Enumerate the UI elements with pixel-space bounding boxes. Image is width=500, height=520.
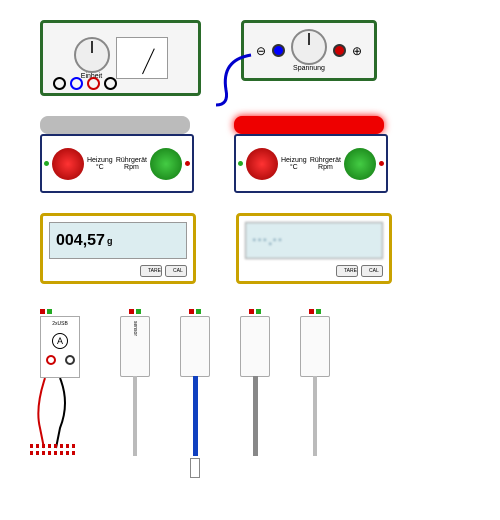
heat-knob[interactable] bbox=[52, 148, 84, 180]
heat-knob[interactable] bbox=[246, 148, 278, 180]
led-icon bbox=[309, 309, 314, 314]
tare-button[interactable]: TARE bbox=[336, 265, 358, 277]
dial-icon[interactable] bbox=[291, 29, 327, 65]
led-icon bbox=[238, 161, 243, 166]
led-icon bbox=[379, 161, 384, 166]
led-icon bbox=[40, 309, 45, 314]
led-icon bbox=[256, 309, 261, 314]
tare-button[interactable]: TARE bbox=[140, 265, 162, 277]
cal-button[interactable]: CAL bbox=[361, 265, 383, 277]
rpm-label: RührgerätRpm bbox=[116, 157, 147, 171]
led-icon bbox=[136, 309, 141, 314]
led-icon bbox=[185, 161, 190, 166]
psu2-label: Spannung bbox=[291, 65, 327, 72]
cal-button[interactable]: CAL bbox=[165, 265, 187, 277]
meter-icon bbox=[116, 37, 168, 79]
stir-knob[interactable] bbox=[344, 148, 376, 180]
led-icon bbox=[196, 309, 201, 314]
led-icon bbox=[44, 161, 49, 166]
led-icon bbox=[129, 309, 134, 314]
power-supply-1: Einheit bbox=[40, 20, 201, 96]
led-icon bbox=[316, 309, 321, 314]
jack-icon[interactable] bbox=[65, 355, 75, 365]
power-supply-2: ⊖ Spannung ⊕ bbox=[241, 20, 377, 81]
heater-stirrer-2: Heizung°C RührgerätRpm bbox=[234, 116, 388, 193]
vial-icon bbox=[190, 458, 200, 478]
scale-1: 004,57g TARE CAL bbox=[40, 213, 196, 284]
sensor-4 bbox=[300, 309, 330, 456]
led-icon bbox=[47, 309, 52, 314]
jack-icon[interactable] bbox=[70, 77, 83, 90]
temp-label: Heizung°C bbox=[281, 157, 307, 171]
led-icon bbox=[189, 309, 194, 314]
heat-plate-hot bbox=[234, 116, 384, 134]
sensor-1: sensor bbox=[120, 309, 150, 456]
usb-interface: 2xUSB A bbox=[40, 309, 90, 460]
jack-icon[interactable] bbox=[333, 44, 346, 57]
sensor-2 bbox=[180, 309, 210, 478]
scale-display: 004,57g bbox=[49, 222, 187, 259]
jack-icon[interactable] bbox=[272, 44, 285, 57]
stir-knob[interactable] bbox=[150, 148, 182, 180]
sensor-3 bbox=[240, 309, 270, 456]
heat-plate bbox=[40, 116, 190, 134]
temp-label: Heizung°C bbox=[87, 157, 113, 171]
plus-icon: ⊕ bbox=[352, 44, 362, 58]
jack-icon[interactable] bbox=[87, 77, 100, 90]
jack-icon[interactable] bbox=[46, 355, 56, 365]
test-leads-icon bbox=[30, 378, 90, 458]
scale-2: ···.·· TARE CAL bbox=[236, 213, 392, 284]
scale-display: ···.·· bbox=[245, 222, 383, 259]
psu1-jacks bbox=[53, 77, 117, 90]
rpm-label: RührgerätRpm bbox=[310, 157, 341, 171]
dial-icon[interactable] bbox=[74, 37, 110, 73]
jack-icon[interactable] bbox=[53, 77, 66, 90]
iface-title: 2xUSB bbox=[41, 317, 79, 327]
led-icon bbox=[249, 309, 254, 314]
jack-icon[interactable] bbox=[104, 77, 117, 90]
amp-icon: A bbox=[52, 333, 68, 349]
heater-stirrer-1: Heizung°C RührgerätRpm bbox=[40, 116, 194, 193]
wire-icon bbox=[211, 50, 261, 110]
